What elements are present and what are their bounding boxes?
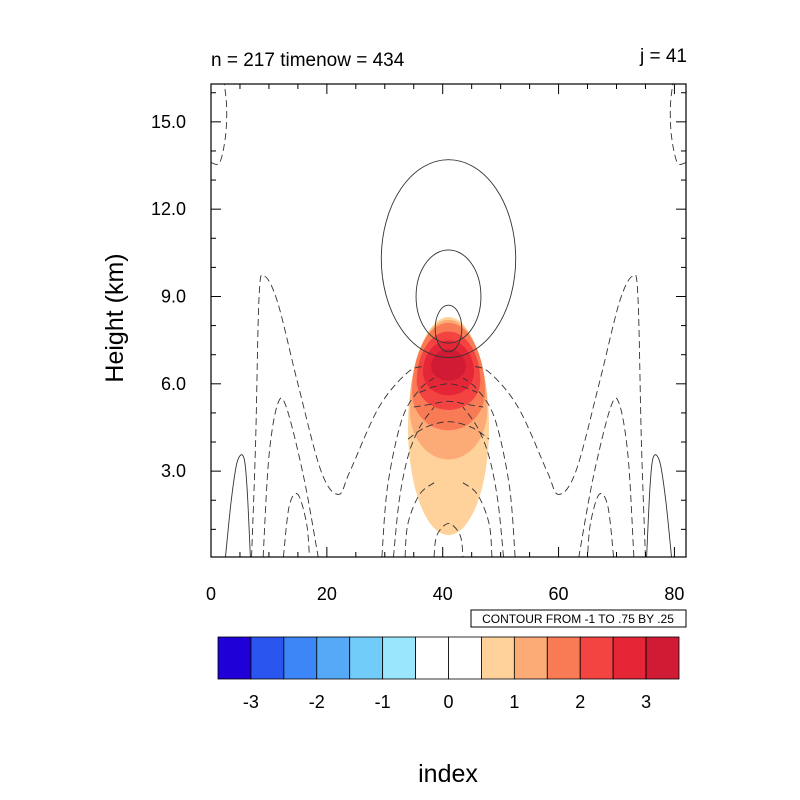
negative-contour-15	[404, 482, 435, 557]
axis-ticks: 0 20 40 60 80 3.0 6.0 9.0 12.0 15.0	[151, 84, 686, 604]
x-tick-label: 40	[433, 584, 453, 604]
negative-contour-16	[462, 482, 493, 557]
contour-info-text: CONTOUR FROM -1 TO .75 BY .25	[482, 612, 674, 626]
negative-contour-11	[381, 377, 435, 557]
colorbar-tick-label: -2	[309, 692, 325, 712]
colorbar-tick-label: 1	[509, 692, 519, 712]
negative-contour-6	[471, 274, 646, 557]
negative-contour-19	[413, 400, 484, 408]
negative-contour-5	[251, 274, 426, 557]
colorbar-tick-label: 2	[575, 692, 585, 712]
solid-contour-1	[225, 454, 251, 557]
title-right: j = 41	[639, 46, 687, 67]
y-tick-label: 12.0	[151, 199, 186, 219]
colorbar-swatch-6	[382, 636, 416, 680]
y-tick-label: 3.0	[161, 461, 186, 481]
x-axis-label: index	[418, 760, 478, 788]
y-tick-label: 6.0	[161, 374, 186, 394]
colorbar-tick-label: -1	[375, 692, 391, 712]
positive-contour-3	[434, 304, 463, 353]
negative-contour-9	[282, 493, 310, 557]
negative-contour-10	[587, 493, 615, 557]
colorbar: -3 -2 -1 0 1 2 3	[217, 636, 680, 712]
colorbar-swatch-3	[283, 636, 318, 680]
y-tick-label: 9.0	[161, 286, 186, 306]
negative-contour-17	[433, 523, 464, 557]
negative-contour-20	[419, 383, 478, 393]
colorbar-swatch-1	[217, 636, 252, 680]
positive-contour-1	[380, 159, 517, 359]
x-tick-label: 60	[549, 584, 569, 604]
colorbar-swatch-9	[481, 636, 515, 680]
negative-contour-4	[669, 84, 686, 165]
negative-contour-13	[393, 406, 435, 557]
solid-contour-2	[646, 454, 672, 557]
colorbar-tick-label: 3	[641, 692, 651, 712]
y-tick-label: 15.0	[151, 112, 186, 132]
colorbar-swatch-13	[612, 636, 647, 680]
filled-contours	[407, 316, 490, 536]
colorbar-tick-label: -3	[243, 692, 259, 712]
colorbar-swatch-4	[316, 636, 351, 680]
positive-contour-2	[415, 249, 482, 344]
x-tick-label: 0	[206, 584, 216, 604]
contour-info-box: CONTOUR FROM -1 TO .75 BY .25	[470, 609, 687, 628]
plot-frame	[210, 83, 687, 558]
colorbar-swatch-8	[448, 636, 482, 680]
colorbar-swatch-12	[579, 636, 614, 680]
x-tick-label: 20	[317, 584, 337, 604]
negative-contour-8	[578, 397, 635, 557]
colorbar-swatch-11	[546, 636, 581, 680]
negative-contour-3	[211, 84, 228, 165]
colorbar-swatch-10	[513, 636, 548, 680]
y-axis-label: Height (km)	[101, 253, 129, 382]
negative-contour-7	[262, 397, 319, 557]
negative-contour-14	[462, 406, 504, 557]
negative-contour-18	[407, 421, 490, 440]
contour-lines	[211, 84, 686, 557]
title-left: n = 217 timenow = 434	[211, 50, 405, 71]
colorbar-swatch-2	[250, 636, 285, 680]
colorbar-swatch-5	[349, 636, 384, 680]
x-tick-label: 80	[664, 584, 684, 604]
colorbar-tick-label: 0	[443, 692, 453, 712]
colorbar-swatch-14	[645, 636, 680, 680]
colorbar-swatch-7	[415, 636, 449, 680]
negative-contour-12	[462, 377, 516, 557]
